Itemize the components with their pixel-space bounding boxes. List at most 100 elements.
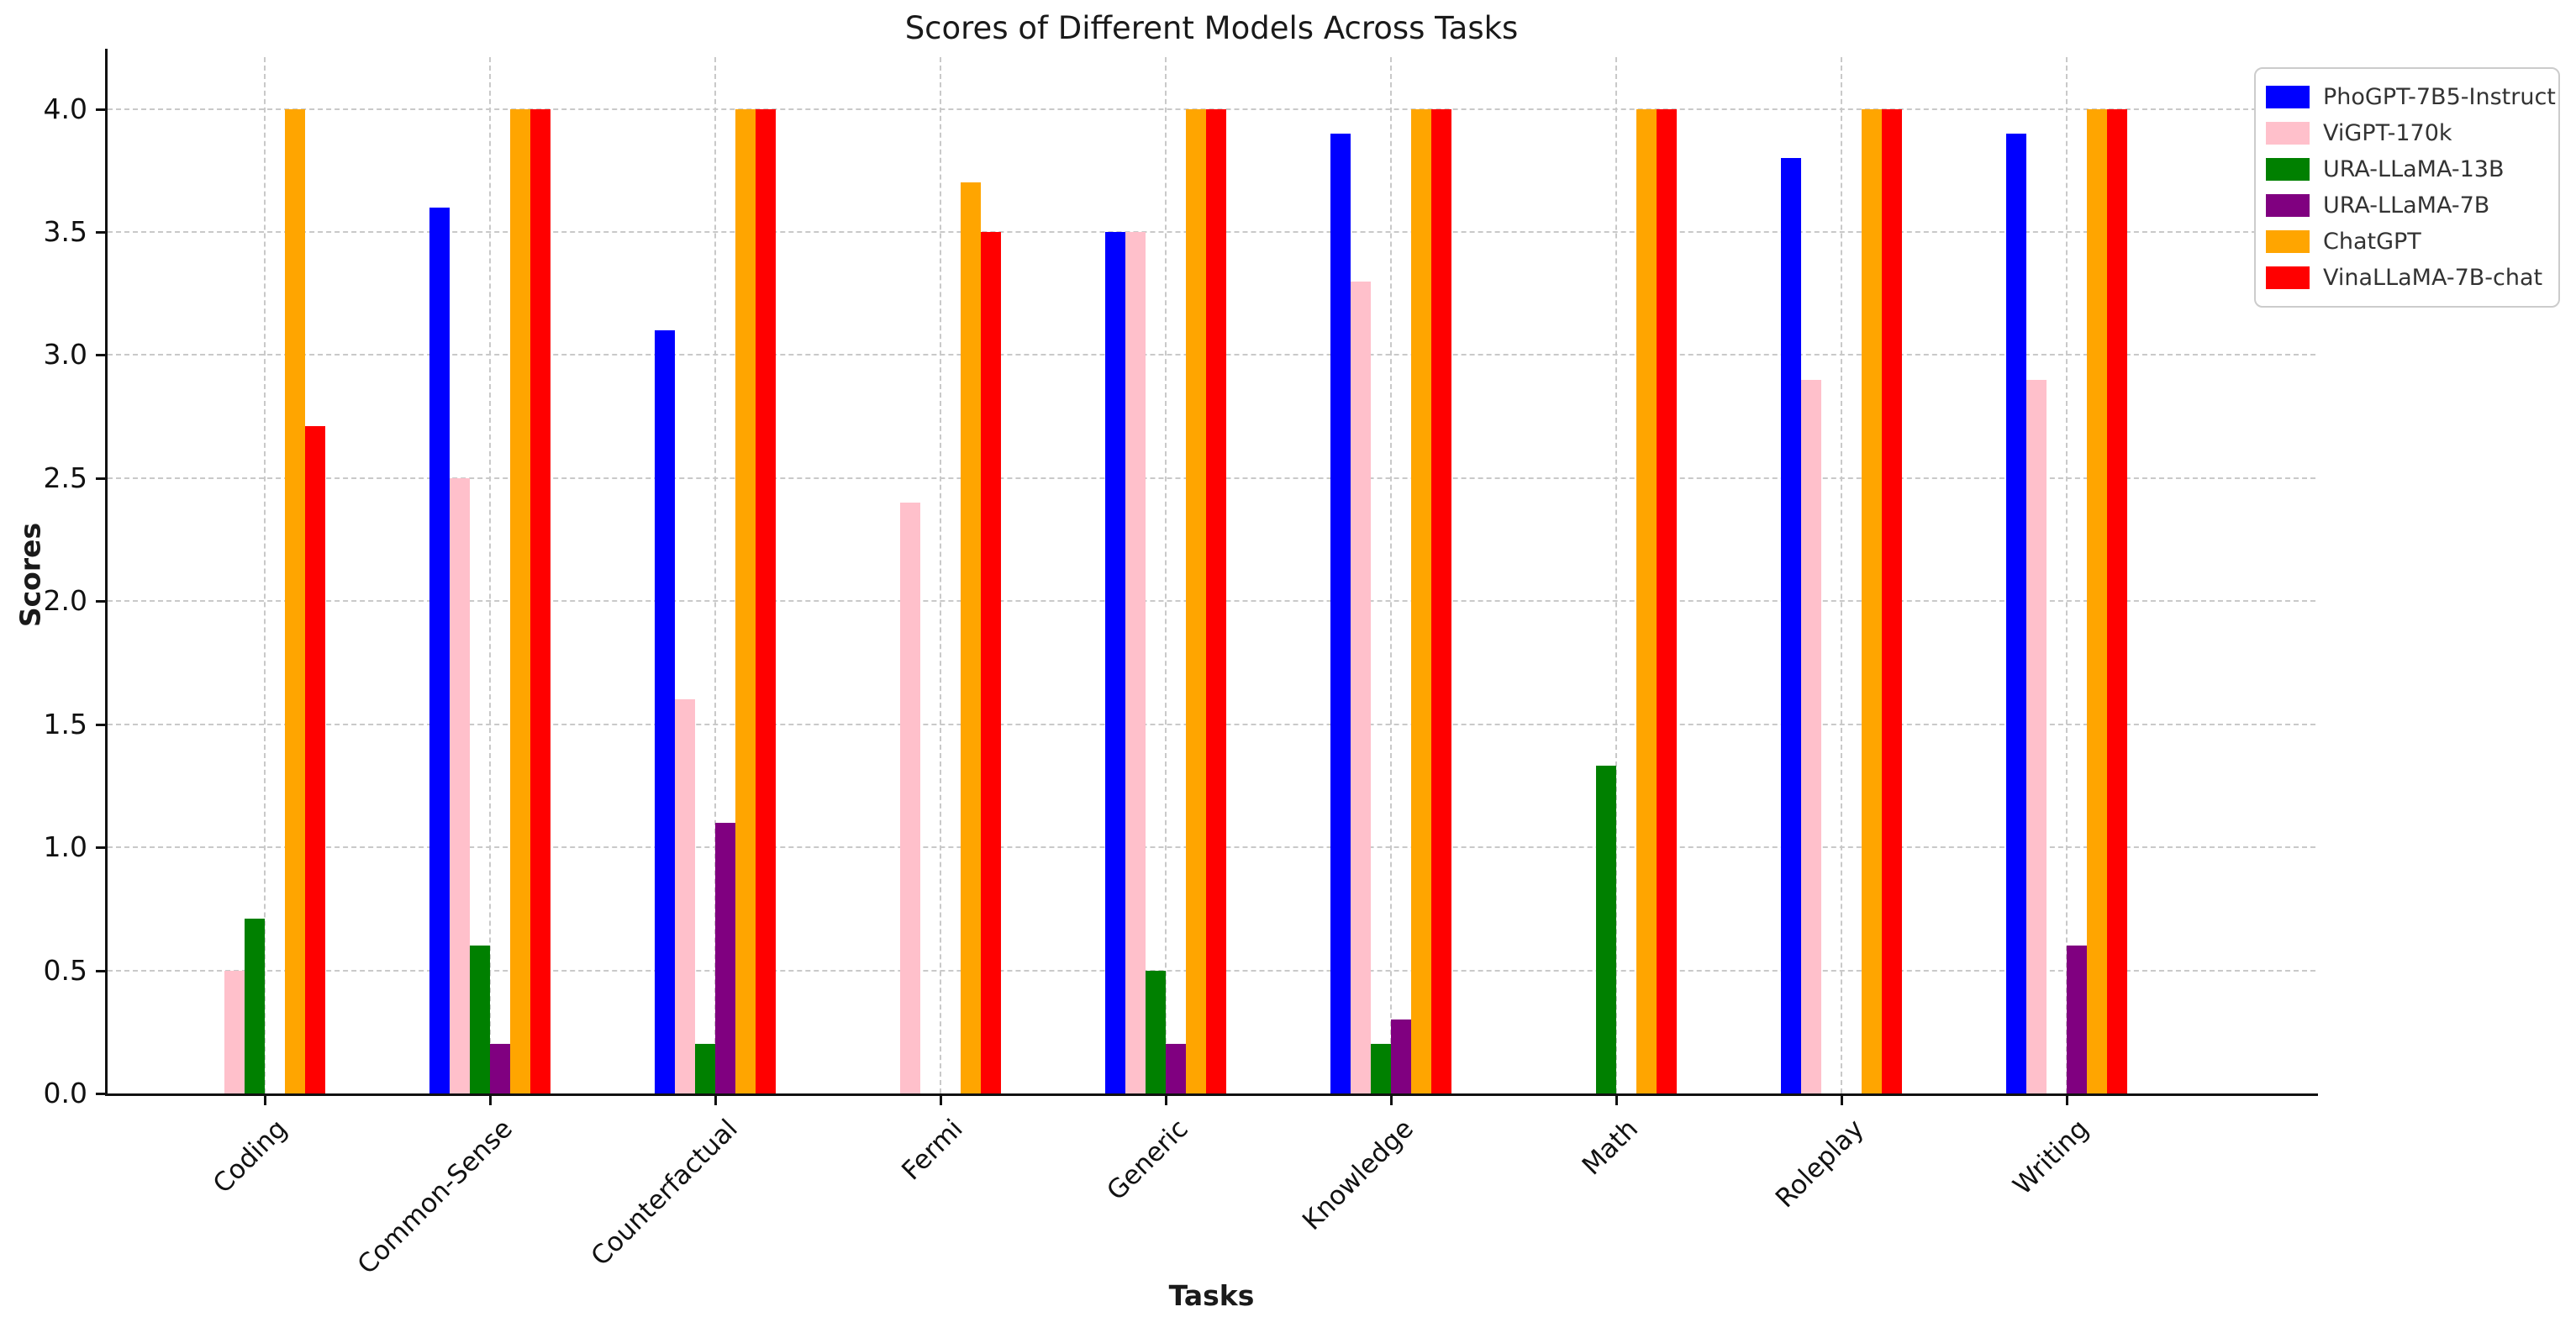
bar-URA-LLaMA-7B-Knowledge <box>1391 1020 1411 1093</box>
bar-ChatGPT-Writing <box>2087 109 2107 1093</box>
bar-VinaLLaMA-7B-chat-Knowledge <box>1431 109 1451 1093</box>
legend-swatch-ViGPT-170k <box>2266 122 2310 145</box>
legend-item-VinaLLaMA-7B-chat: VinaLLaMA-7B-chat <box>2266 260 2547 296</box>
bar-URA-LLaMA-13B-Coding <box>245 919 265 1093</box>
y-tick-label-3.0: 3.0 <box>43 338 87 371</box>
y-tick-1.5 <box>96 723 108 726</box>
x-axis-label: Tasks <box>1168 1279 1255 1312</box>
bar-ViGPT-170k-Writing <box>2026 380 2047 1093</box>
x-tick-Roleplay <box>1841 1093 1843 1105</box>
legend-item-ViGPT-170k: ViGPT-170k <box>2266 115 2547 151</box>
legend-label-ViGPT-170k: ViGPT-170k <box>2323 120 2452 146</box>
bar-VinaLLaMA-7B-chat-Coding <box>305 426 325 1093</box>
x-tick-label-Counterfactual: Counterfactual <box>585 1114 744 1272</box>
bar-PhoGPT-7B5-Instruct-Writing <box>2006 134 2026 1093</box>
y-tick-label-1.0: 1.0 <box>43 830 87 864</box>
bar-VinaLLaMA-7B-chat-Roleplay <box>1882 109 1902 1093</box>
bar-VinaLLaMA-7B-chat-Counterfactual <box>756 109 776 1093</box>
legend-label-PhoGPT-7B5-Instruct: PhoGPT-7B5-Instruct <box>2323 84 2556 110</box>
y-tick-4.0 <box>96 108 108 111</box>
gridline-v-Writing <box>2066 57 2068 1093</box>
x-tick-label-Common-Sense: Common-Sense <box>351 1114 519 1281</box>
gridline-v-Generic <box>1165 57 1167 1093</box>
y-tick-3.5 <box>96 230 108 234</box>
x-tick-Math <box>1615 1093 1618 1105</box>
plot-area <box>108 57 2315 1093</box>
legend-item-URA-LLaMA-7B: URA-LLaMA-7B <box>2266 187 2547 224</box>
legend-swatch-ChatGPT <box>2266 230 2310 253</box>
x-tick-Coding <box>264 1093 266 1105</box>
x-tick-Common-Sense <box>489 1093 492 1105</box>
y-tick-label-1.5: 1.5 <box>43 707 87 740</box>
bar-ViGPT-170k-Coding <box>224 971 245 1093</box>
y-tick-label-2.0: 2.0 <box>43 584 87 618</box>
y-tick-label-4.0: 4.0 <box>43 92 87 125</box>
y-tick-0.5 <box>96 969 108 972</box>
gridline-v-Common-Sense <box>489 57 491 1093</box>
y-tick-1.0 <box>96 846 108 850</box>
x-tick-Generic <box>1165 1093 1167 1105</box>
bar-PhoGPT-7B5-Instruct-Counterfactual <box>655 330 675 1093</box>
bar-ChatGPT-Generic <box>1186 109 1206 1093</box>
legend: PhoGPT-7B5-Instruct ViGPT-170k URA-LLaMA-1… <box>2254 67 2560 308</box>
x-tick-label-Coding: Coding <box>207 1114 293 1199</box>
legend-swatch-URA-LLaMA-7B <box>2266 194 2310 217</box>
bar-ViGPT-170k-Counterfactual <box>675 699 695 1093</box>
bar-URA-LLaMA-7B-Generic <box>1166 1044 1186 1093</box>
y-tick-label-3.5: 3.5 <box>43 214 87 248</box>
legend-label-URA-LLaMA-7B: URA-LLaMA-7B <box>2323 192 2490 219</box>
bar-VinaLLaMA-7B-chat-Fermi <box>981 232 1001 1093</box>
bar-ViGPT-170k-Common-Sense <box>450 478 470 1093</box>
legend-label-URA-LLaMA-13B: URA-LLaMA-13B <box>2323 156 2505 182</box>
x-tick-Writing <box>2066 1093 2068 1105</box>
bar-URA-LLaMA-13B-Common-Sense <box>470 946 490 1093</box>
x-tick-Fermi <box>940 1093 942 1105</box>
y-tick-label-0.5: 0.5 <box>43 953 87 987</box>
bar-URA-LLaMA-7B-Writing <box>2067 946 2087 1093</box>
bar-URA-LLaMA-7B-Common-Sense <box>490 1044 510 1093</box>
y-tick-2.5 <box>96 477 108 480</box>
bar-ViGPT-170k-Fermi <box>900 503 920 1093</box>
bar-ViGPT-170k-Knowledge <box>1351 282 1371 1093</box>
legend-item-PhoGPT-7B5-Instruct: PhoGPT-7B5-Instruct <box>2266 79 2556 115</box>
bar-PhoGPT-7B5-Instruct-Common-Sense <box>429 208 450 1093</box>
legend-label-VinaLLaMA-7B-chat: VinaLLaMA-7B-chat <box>2323 265 2543 291</box>
legend-swatch-PhoGPT-7B5-Instruct <box>2266 86 2310 108</box>
bar-PhoGPT-7B5-Instruct-Generic <box>1105 232 1125 1093</box>
x-tick-label-Writing: Writing <box>2007 1114 2095 1201</box>
legend-swatch-URA-LLaMA-13B <box>2266 158 2310 181</box>
gridline-h-4.0 <box>108 108 2315 110</box>
x-tick-label-Roleplay: Roleplay <box>1769 1114 1870 1214</box>
bar-VinaLLaMA-7B-chat-Writing <box>2107 109 2127 1093</box>
bar-VinaLLaMA-7B-chat-Math <box>1657 109 1677 1093</box>
legend-swatch-VinaLLaMA-7B-chat <box>2266 266 2310 289</box>
x-tick-label-Knowledge: Knowledge <box>1296 1114 1420 1236</box>
bar-URA-LLaMA-13B-Math <box>1596 766 1616 1093</box>
bar-ViGPT-170k-Roleplay <box>1801 380 1821 1093</box>
x-tick-label-Fermi: Fermi <box>896 1114 969 1187</box>
gridline-v-Knowledge <box>1390 57 1392 1093</box>
x-tick-label-Math: Math <box>1577 1114 1645 1182</box>
bar-VinaLLaMA-7B-chat-Generic <box>1206 109 1226 1093</box>
gridline-v-Counterfactual <box>714 57 716 1093</box>
bar-VinaLLaMA-7B-chat-Common-Sense <box>530 109 550 1093</box>
gridline-v-Roleplay <box>1841 57 1842 1093</box>
legend-label-ChatGPT: ChatGPT <box>2323 229 2421 255</box>
bar-URA-LLaMA-13B-Counterfactual <box>695 1044 715 1093</box>
x-tick-label-Generic: Generic <box>1100 1114 1194 1207</box>
bar-URA-LLaMA-7B-Counterfactual <box>715 823 735 1093</box>
chart-title: Scores of Different Models Across Tasks <box>904 10 1519 46</box>
bar-ChatGPT-Roleplay <box>1862 109 1882 1093</box>
x-tick-Knowledge <box>1390 1093 1393 1105</box>
bar-ChatGPT-Common-Sense <box>510 109 530 1093</box>
bar-ChatGPT-Knowledge <box>1411 109 1431 1093</box>
y-axis-spine <box>105 49 108 1096</box>
bar-ViGPT-170k-Generic <box>1125 232 1146 1093</box>
bar-ChatGPT-Math <box>1636 109 1657 1093</box>
gridline-v-Fermi <box>940 57 941 1093</box>
legend-item-URA-LLaMA-13B: URA-LLaMA-13B <box>2266 151 2547 187</box>
bar-ChatGPT-Fermi <box>961 182 981 1093</box>
y-tick-label-2.5: 2.5 <box>43 461 87 494</box>
x-tick-Counterfactual <box>714 1093 717 1105</box>
